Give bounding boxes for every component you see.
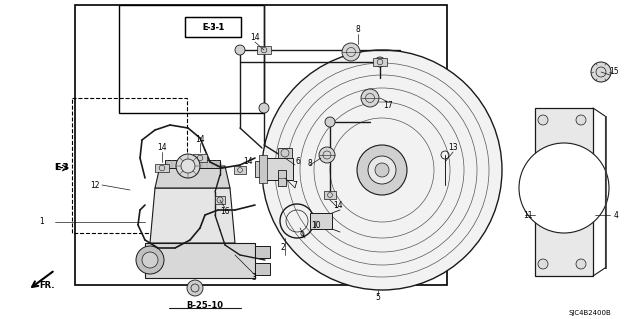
Circle shape <box>519 143 609 233</box>
Bar <box>75 5 447 285</box>
Text: 17: 17 <box>383 100 393 109</box>
Bar <box>119 5 264 113</box>
Bar <box>255 246 270 258</box>
Bar <box>535 108 593 276</box>
Circle shape <box>342 43 360 61</box>
Circle shape <box>375 57 385 67</box>
Text: 14: 14 <box>333 201 343 210</box>
Text: 7: 7 <box>292 181 298 189</box>
Bar <box>263 158 293 180</box>
Bar <box>185 17 241 37</box>
Text: E-3: E-3 <box>54 164 68 173</box>
Bar <box>215 196 225 204</box>
Text: SJC4B2400B: SJC4B2400B <box>568 310 611 316</box>
Text: 11: 11 <box>524 211 532 219</box>
Text: FR.: FR. <box>39 280 55 290</box>
Bar <box>234 167 246 174</box>
Circle shape <box>538 259 548 269</box>
Bar <box>373 58 387 66</box>
Text: 14: 14 <box>250 33 260 42</box>
Text: 14: 14 <box>195 136 205 145</box>
Circle shape <box>375 163 389 177</box>
Bar <box>165 160 220 168</box>
Text: E-3-1: E-3-1 <box>202 24 224 33</box>
Circle shape <box>262 50 502 290</box>
Bar <box>257 46 271 54</box>
Text: 14: 14 <box>243 158 253 167</box>
Circle shape <box>176 154 200 178</box>
Circle shape <box>142 252 158 268</box>
Bar <box>310 213 332 229</box>
Circle shape <box>181 159 195 173</box>
Text: 5: 5 <box>376 293 380 302</box>
Bar <box>259 155 267 183</box>
Text: E-3: E-3 <box>55 164 69 173</box>
Text: 16: 16 <box>220 207 230 217</box>
Polygon shape <box>150 188 235 243</box>
Circle shape <box>538 115 548 125</box>
Text: 6: 6 <box>296 158 300 167</box>
Text: 9: 9 <box>300 231 305 240</box>
Text: 2: 2 <box>280 243 285 253</box>
Text: 1: 1 <box>40 218 44 226</box>
Text: 13: 13 <box>448 144 458 152</box>
Bar <box>255 263 270 275</box>
Circle shape <box>235 45 245 55</box>
Text: B-25-10: B-25-10 <box>186 300 223 309</box>
Bar <box>324 191 336 199</box>
Text: 15: 15 <box>609 68 619 77</box>
Bar <box>278 170 286 186</box>
Circle shape <box>361 89 379 107</box>
Circle shape <box>591 62 611 82</box>
Text: 10: 10 <box>311 220 321 229</box>
Circle shape <box>576 115 586 125</box>
Text: E-3-1: E-3-1 <box>202 24 224 33</box>
Circle shape <box>576 259 586 269</box>
Circle shape <box>136 246 164 274</box>
Bar <box>185 17 241 37</box>
Circle shape <box>357 145 407 195</box>
Bar <box>605 116 606 268</box>
Bar <box>255 161 265 177</box>
Text: 8: 8 <box>308 159 312 167</box>
Circle shape <box>325 117 335 127</box>
Bar <box>278 148 292 158</box>
Bar <box>145 243 255 278</box>
Text: 8: 8 <box>356 26 360 34</box>
Text: 3: 3 <box>252 273 257 283</box>
Circle shape <box>319 147 335 163</box>
Bar <box>72 98 187 233</box>
Polygon shape <box>155 166 230 188</box>
Text: 14: 14 <box>157 144 167 152</box>
Circle shape <box>259 103 269 113</box>
Circle shape <box>187 280 203 296</box>
Circle shape <box>368 156 396 184</box>
Bar <box>193 154 207 162</box>
Bar <box>155 164 169 172</box>
Text: 4: 4 <box>614 211 618 219</box>
Text: 12: 12 <box>90 181 100 189</box>
